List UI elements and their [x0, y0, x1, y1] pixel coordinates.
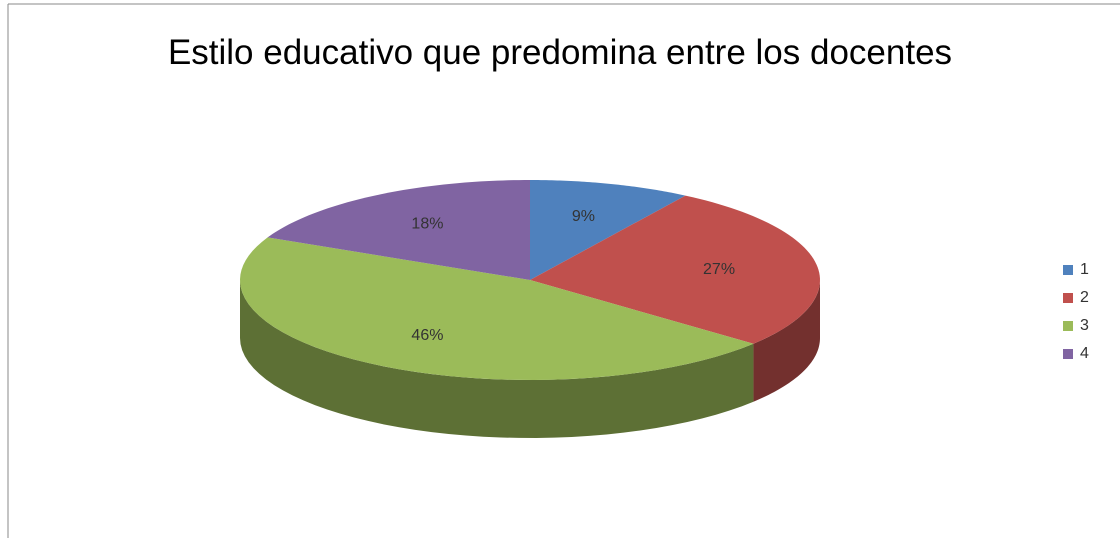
legend-swatch	[1063, 321, 1073, 331]
legend-swatch	[1063, 349, 1073, 359]
slice	[530, 195, 820, 344]
legend-label: 2	[1080, 289, 1089, 306]
slice	[267, 180, 530, 280]
data-label: 9%	[572, 208, 595, 225]
legend-swatch	[1063, 265, 1073, 275]
data-label: 18%	[411, 215, 443, 232]
chart-title: Estilo educativo que predomina entre los…	[167, 33, 953, 72]
slice	[530, 180, 686, 280]
legend-label: 3	[1080, 317, 1089, 334]
legend-swatch	[1063, 293, 1073, 303]
data-label: 27%	[703, 261, 735, 278]
slice-side	[240, 280, 754, 438]
slice-side	[753, 280, 820, 402]
slice	[240, 237, 754, 380]
legend-label: 4	[1080, 345, 1089, 362]
data-label: 46%	[411, 327, 443, 344]
legend-label: 1	[1080, 261, 1089, 278]
